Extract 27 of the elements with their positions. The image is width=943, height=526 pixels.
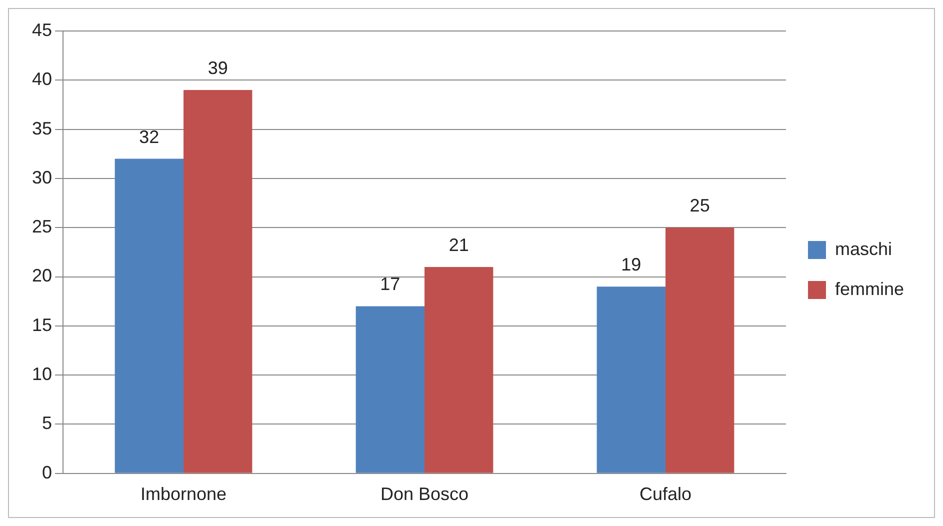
y-tick-label: 5 — [42, 413, 52, 434]
y-tick-label: 35 — [32, 118, 52, 138]
bar — [114, 158, 184, 473]
data-label: 32 — [139, 126, 160, 147]
bar — [665, 228, 734, 473]
x-tick-label: Don Bosco — [380, 484, 469, 504]
y-tick-label: 0 — [42, 462, 52, 482]
data-label: 39 — [208, 58, 228, 78]
legend-label: maschi — [834, 238, 892, 259]
bar — [424, 266, 494, 473]
data-label: 25 — [690, 196, 710, 216]
bar — [596, 286, 666, 473]
y-tick-label: 10 — [32, 364, 52, 384]
x-tick-label: Cufalo — [639, 484, 692, 504]
y-tick-label: 40 — [32, 69, 52, 90]
x-tick-label: Imbornone — [140, 484, 227, 504]
legend-label: femmine — [834, 278, 904, 299]
bar — [184, 90, 252, 473]
data-label: 17 — [380, 274, 400, 294]
y-tick-label: 45 — [32, 20, 52, 40]
y-tick-label: 20 — [32, 266, 52, 286]
y-tick-label: 15 — [32, 314, 52, 335]
y-tick-label: 25 — [32, 216, 52, 237]
data-label: 21 — [448, 234, 469, 255]
bar — [356, 306, 424, 473]
y-tick-label: 30 — [32, 167, 52, 188]
data-label: 19 — [621, 254, 642, 275]
